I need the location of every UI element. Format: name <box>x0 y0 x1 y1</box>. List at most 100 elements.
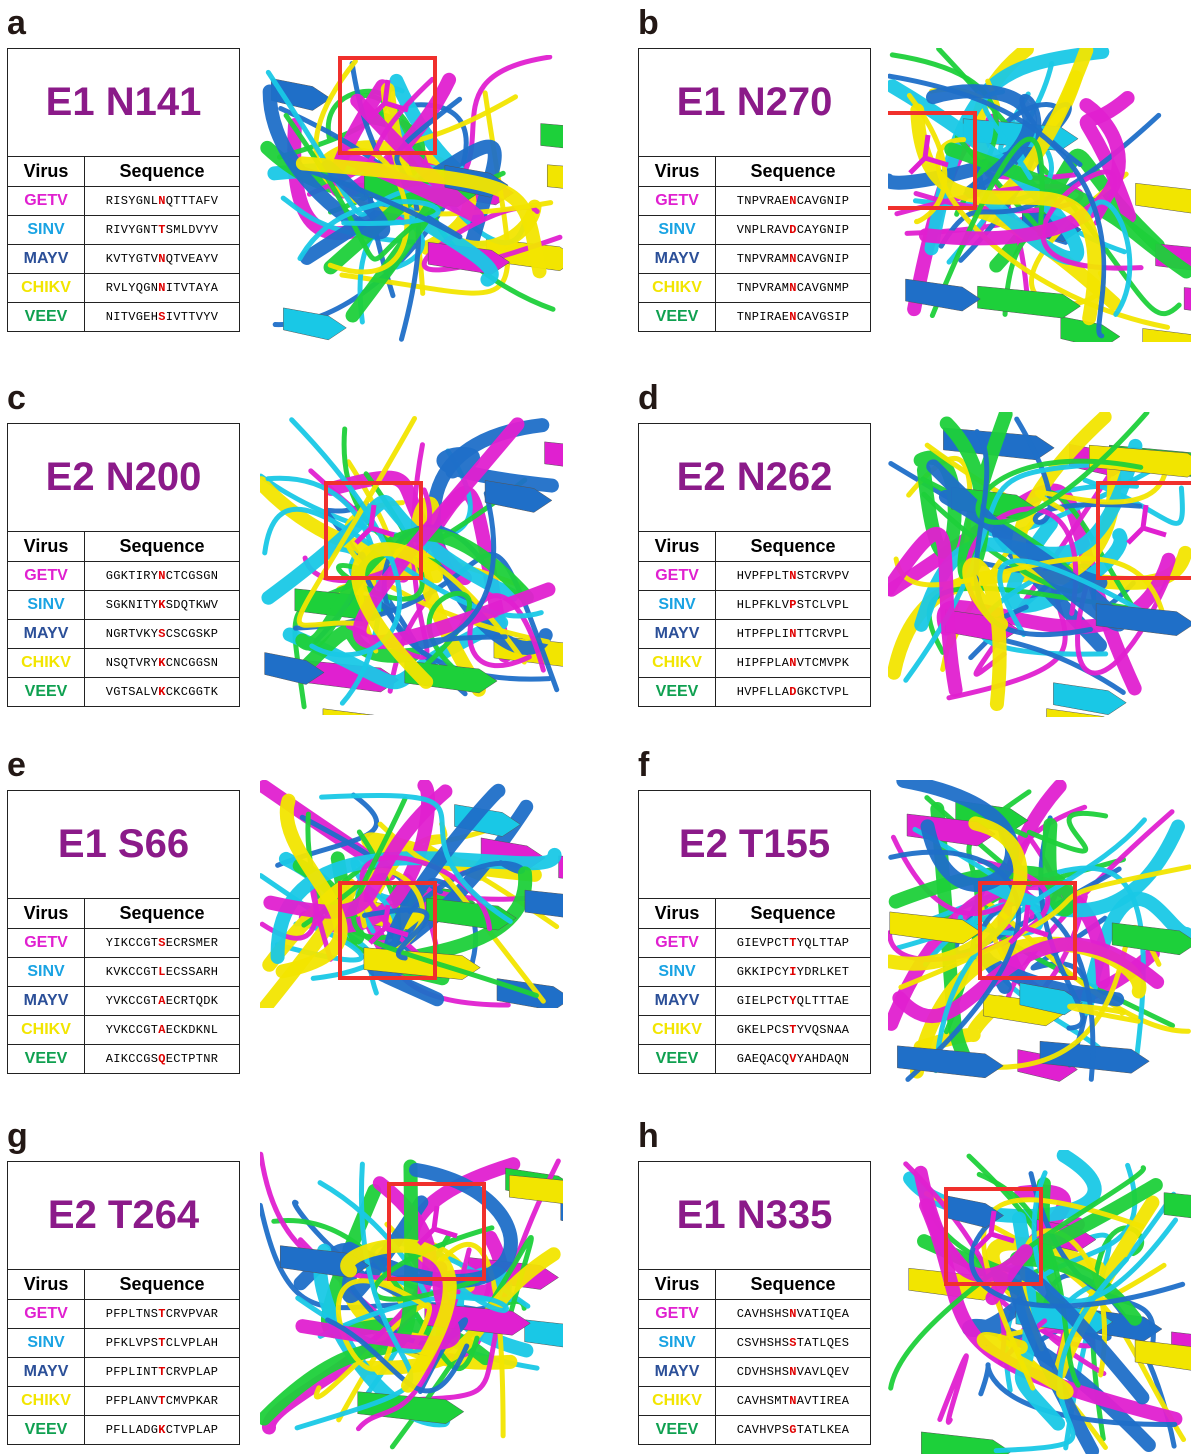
virus-name: SINV <box>8 591 85 620</box>
panel-letter: a <box>7 4 26 43</box>
header-cell: Sequence <box>716 1270 871 1300</box>
sequence-before: GIELPCT <box>737 994 790 1008</box>
sequence-before: RISYGNL <box>106 194 159 208</box>
ribbon <box>940 1356 967 1422</box>
sequence-before: TNPVRAM <box>737 252 790 266</box>
sequence-after: SMLDVYV <box>166 223 219 237</box>
sequence-before: CDVHSHS <box>737 1365 790 1379</box>
panel-letter: c <box>7 379 26 418</box>
sequence-after: STCLVPL <box>797 598 850 612</box>
panel-title: E2 T264 <box>8 1162 240 1270</box>
sequence-row: VEEVPFLLADGKCTVPLAP <box>8 1416 240 1445</box>
sequence-after: ECSSARH <box>166 965 219 979</box>
mutation-site: N <box>789 1394 797 1408</box>
sequence-after: ECRTQDK <box>166 994 219 1008</box>
title-row: E1 N270 <box>639 49 871 157</box>
mutation-site: S <box>158 627 166 641</box>
sequence-row: SINVKVKCCGTLECSSARH <box>8 958 240 987</box>
sequence-row: MAYVCDVHSHSNVAVLQEV <box>639 1358 871 1387</box>
header-cell: Sequence <box>85 899 240 929</box>
virus-name: CHIKV <box>8 1016 85 1045</box>
sequence: TNPVRAMNCAVGNIP <box>716 245 871 274</box>
sequence-row: MAYVNGRTVKYSCSCGSKP <box>8 620 240 649</box>
sequence-after: QTVEAYV <box>166 252 219 266</box>
sequence: YVKCCGTAECRTQDK <box>85 987 240 1016</box>
mutation-site: T <box>158 1336 166 1350</box>
sequence: GIEVPCTTYQLTTAP <box>716 929 871 958</box>
virus-name: MAYV <box>8 1358 85 1387</box>
virus-name: SINV <box>639 216 716 245</box>
sequence: SGKNITYKSDQTKWV <box>85 591 240 620</box>
sequence: PFPLINTTCRVPLAP <box>85 1358 240 1387</box>
header-cell: Virus <box>639 532 716 562</box>
sequence-after: GKCTVPL <box>797 685 850 699</box>
sequence-before: HLPFKLV <box>737 598 790 612</box>
sequence-row: CHIKVYVKCCGTAECKDKNL <box>8 1016 240 1045</box>
mutation-site: S <box>158 310 166 324</box>
panel-title: E2 T155 <box>639 791 871 899</box>
panel-title: E2 N200 <box>8 424 240 532</box>
mutation-site: T <box>158 223 166 237</box>
beta-arrow <box>1184 287 1191 319</box>
sequence: YIKCCGTSECRSMER <box>85 929 240 958</box>
mutation-site: L <box>158 965 166 979</box>
mutation-site: G <box>789 1423 797 1437</box>
sequence: GGKTIRYNCTCGSGN <box>85 562 240 591</box>
sequence-after: CMVPKAR <box>166 1394 219 1408</box>
sequence-after: QTTTAFV <box>166 194 219 208</box>
sequence: CDVHSHSNVAVLQEV <box>716 1358 871 1387</box>
sequence: YVKCCGTAECKDKNL <box>85 1016 240 1045</box>
beta-arrow <box>547 165 563 197</box>
sequence: PFKLVPSTCLVPLAH <box>85 1329 240 1358</box>
sequence-after: CTVPLAP <box>166 1423 219 1437</box>
sequence-before: CSVHSHS <box>737 1336 790 1350</box>
mutation-site: N <box>158 252 166 266</box>
sequence-after: TTCRVPL <box>797 627 850 641</box>
mutation-site: K <box>158 598 166 612</box>
mutation-site: P <box>789 598 797 612</box>
sequence-before: NGRTVKY <box>106 627 159 641</box>
header-cell: Sequence <box>85 532 240 562</box>
title-row: E2 T264 <box>8 1162 240 1270</box>
sequence-row: VEEVNITVGEHSIVTTVYV <box>8 303 240 332</box>
sequence-row: GETVPFPLTNSTCRVPVAR <box>8 1300 240 1329</box>
virus-name: SINV <box>639 591 716 620</box>
sequence-before: CAVHVPS <box>737 1423 790 1437</box>
sequence-before: GIEVPCT <box>737 936 790 950</box>
virus-name: MAYV <box>8 620 85 649</box>
sequence-after: ECKDKNL <box>166 1023 219 1037</box>
mutation-site: Q <box>158 1052 166 1066</box>
panel-title: E1 S66 <box>8 791 240 899</box>
virus-name: GETV <box>8 1300 85 1329</box>
structure-image <box>260 780 563 1008</box>
sequence-after: IVTTVYV <box>166 310 219 324</box>
mutation-site: D <box>789 223 797 237</box>
beta-arrow <box>545 442 563 474</box>
sequence-table: E2 N262VirusSequenceGETVHVPFPLTNSTCRVPVS… <box>638 423 871 707</box>
header-cell: Virus <box>639 1270 716 1300</box>
virus-name: MAYV <box>639 1358 716 1387</box>
sequence-after: YQLTTAP <box>797 936 850 950</box>
header-row: VirusSequence <box>639 1270 871 1300</box>
virus-name: SINV <box>639 1329 716 1358</box>
sequence: HTPFPLINTTCRVPL <box>716 620 871 649</box>
sequence: NITVGEHSIVTTVYV <box>85 303 240 332</box>
virus-name: GETV <box>8 562 85 591</box>
structure-image <box>888 1150 1191 1454</box>
mutation-site: N <box>158 194 166 208</box>
sequence-before: KVTYGTV <box>106 252 159 266</box>
beta-arrow <box>541 123 563 155</box>
sequence-row: CHIKVTNPVRAMNCAVGNMP <box>639 274 871 303</box>
sequence-row: CHIKVPFPLANVTCMVPKAR <box>8 1387 240 1416</box>
sequence-row: CHIKVNSQTVRYKCNCGGSN <box>8 649 240 678</box>
sequence-row: MAYVKVTYGTVNQTVEAYV <box>8 245 240 274</box>
sequence-row: MAYVPFPLINTTCRVPLAP <box>8 1358 240 1387</box>
mutation-site: T <box>158 1394 166 1408</box>
mutation-site: T <box>789 936 797 950</box>
sequence: HIPFPLANVTCMVPK <box>716 649 871 678</box>
